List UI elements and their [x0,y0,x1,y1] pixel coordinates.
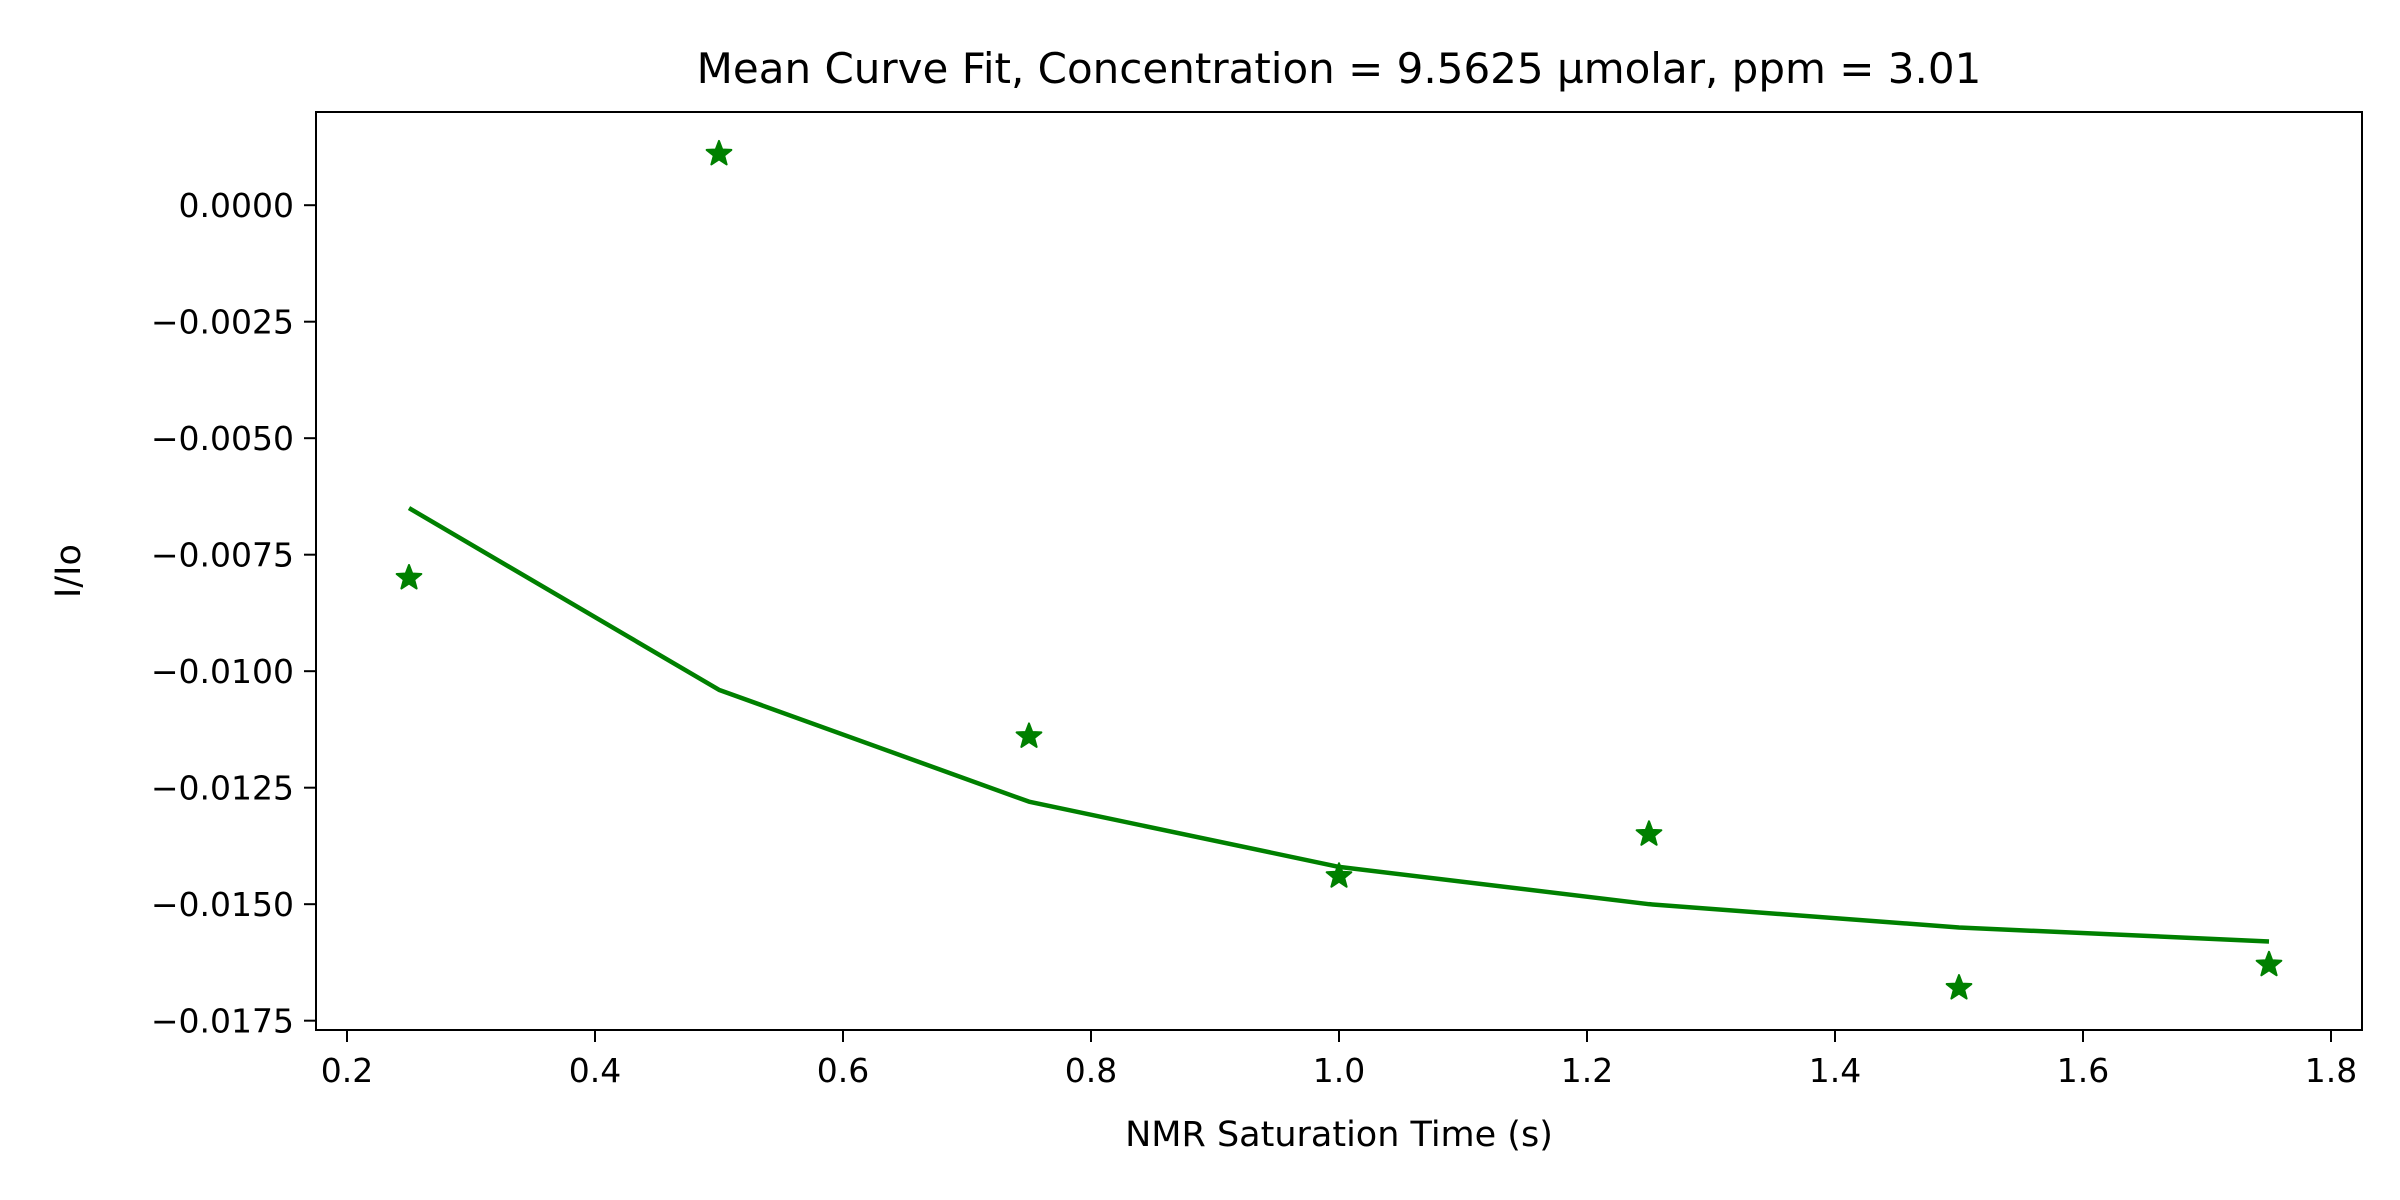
y-tick-label: −0.0100 [151,652,294,691]
y-axis-label: I/Io [49,544,89,598]
y-tick-label: −0.0175 [151,1002,294,1041]
x-tick-label: 0.8 [1065,1051,1117,1090]
x-tick-label: 1.2 [1561,1051,1613,1090]
data-point-star [1635,820,1663,846]
x-axis: 0.2 0.4 0.6 0.8 1.0 1.2 1.4 1.6 1.8 [321,1030,2357,1090]
chart-title: Mean Curve Fit, Concentration = 9.5625 µ… [697,44,1982,93]
y-tick-label: 0.0000 [179,186,294,225]
x-tick-label: 1.0 [1313,1051,1365,1090]
plot-frame [315,111,2363,1031]
data-point-star [1945,974,1973,1000]
y-tick-label: −0.0075 [151,536,294,575]
fit-curve-line [407,506,2270,944]
data-point-star [2255,950,2283,977]
data-point-star [395,563,423,590]
data-point-star [1325,862,1353,888]
x-tick-label: 1.4 [1809,1051,1861,1090]
y-tick-label: −0.0150 [151,885,294,924]
x-tick-label: 0.4 [569,1051,621,1090]
y-tick-label: −0.0025 [151,303,294,342]
y-tick-label: −0.0050 [151,419,294,458]
plot-area [395,139,2283,1000]
data-point-star [1015,722,1043,748]
x-tick-label: 0.6 [817,1051,869,1090]
y-tick-label: −0.0125 [151,769,294,808]
x-tick-label: 1.6 [2057,1051,2109,1090]
x-tick-label: 0.2 [321,1051,373,1090]
x-tick-label: 1.8 [2305,1051,2357,1090]
x-axis-label: NMR Saturation Time (s) [1125,1115,1553,1155]
data-point-star [705,139,733,166]
y-axis: 0.0000 −0.0025 −0.0050 −0.0075 −0.0100 −0.012… [151,186,316,1041]
